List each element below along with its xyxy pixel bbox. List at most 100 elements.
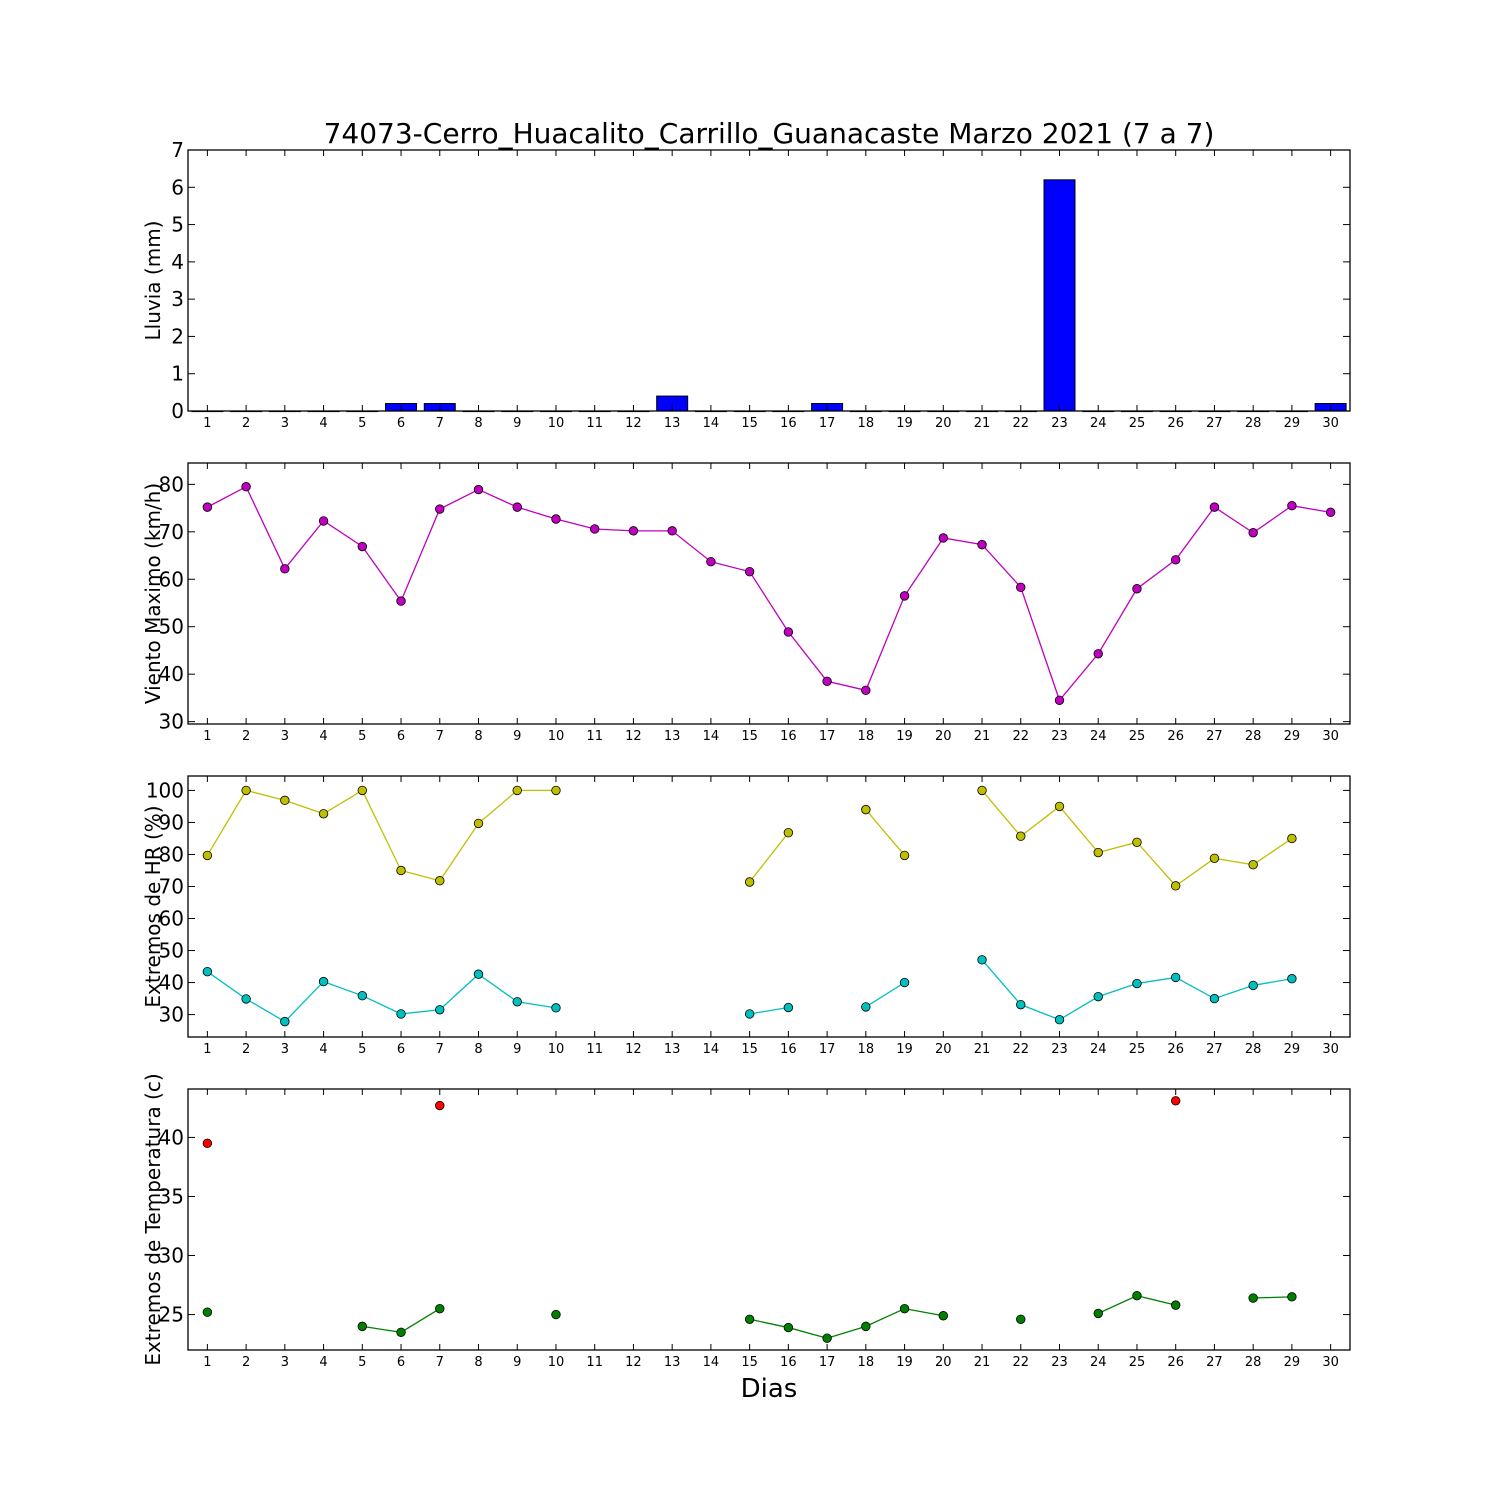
wind-point: [667, 526, 677, 536]
wind-frame: [187, 462, 1351, 725]
wind-xtick-label: 6: [397, 729, 405, 744]
wind-xtick-label: 2: [242, 729, 250, 744]
rain-xtick-label: 28: [1245, 416, 1262, 431]
temperature-xtick-label: 29: [1284, 1355, 1301, 1370]
temperature-xtick-label: 26: [1167, 1355, 1184, 1370]
rain-xtick-label: 1: [203, 416, 211, 431]
humidity-point: [783, 827, 794, 838]
humidity-ytick-label: 90: [159, 810, 184, 834]
humidity-point: [783, 1002, 794, 1013]
wind-point: [744, 566, 755, 577]
wind-point: [1093, 649, 1103, 659]
rain-xtick-label: 9: [513, 416, 521, 431]
temperature-point: [1248, 1293, 1258, 1303]
humidity-ytick-label: 100: [146, 778, 184, 802]
humidity-xtick-label: 16: [780, 1042, 797, 1057]
wind-point: [1287, 501, 1297, 511]
wind-point: [1209, 502, 1220, 512]
humidity-point: [241, 785, 251, 796]
temperature-xtick-label: 11: [586, 1355, 603, 1370]
temperature-xtick-label: 23: [1051, 1355, 1068, 1370]
rain-xtick-label: 4: [319, 416, 327, 431]
humidity-point: [1209, 853, 1220, 864]
wind-ytick-label: 70: [159, 520, 184, 544]
wind-xtick-label: 23: [1051, 729, 1068, 744]
temperature-xtick-label: 17: [819, 1355, 836, 1370]
rain-xtick-label: 22: [1012, 416, 1029, 431]
wind-xtick-label: 7: [436, 729, 444, 744]
rain-xtick-label: 26: [1167, 416, 1184, 431]
temperature-series-line: [749, 1307, 944, 1339]
temperature-xtick-label: 3: [281, 1355, 289, 1370]
temperature-xtick-label: 19: [896, 1355, 913, 1370]
rain-ytick-label: 4: [171, 250, 184, 274]
temperature-ytick-label: 40: [159, 1125, 184, 1149]
humidity-xtick-label: 14: [703, 1042, 720, 1057]
temperature-point: [1132, 1290, 1142, 1301]
temperature-point: [435, 1100, 445, 1111]
humidity-ytick-label: 80: [159, 842, 184, 866]
humidity-xtick-label: 8: [474, 1042, 482, 1057]
humidity-ytick-label: 30: [159, 1003, 184, 1027]
wind-point: [1325, 507, 1336, 518]
temperature-xtick-label: 4: [319, 1355, 327, 1370]
humidity-point: [435, 1005, 445, 1015]
wind-ytick-label: 80: [159, 472, 184, 496]
wind-xtick-label: 25: [1129, 729, 1146, 744]
humidity-point: [202, 966, 213, 977]
humidity-point: [861, 804, 871, 815]
rain-xtick-label: 16: [780, 416, 797, 431]
humidity-xtick-label: 3: [281, 1042, 289, 1057]
wind-xtick-label: 16: [780, 729, 797, 744]
wind-point: [357, 541, 368, 552]
humidity-series-line: [865, 982, 905, 1008]
humidity-series-line: [206, 971, 557, 1023]
humidity-point: [473, 969, 484, 979]
temperature-point: [861, 1321, 871, 1332]
humidity-ytick-label: 60: [159, 907, 184, 931]
wind-ylabel: Viento Maximo (km/h): [141, 483, 165, 704]
humidity-point: [1016, 999, 1026, 1010]
humidity-point: [1170, 881, 1181, 891]
wind-point: [899, 591, 910, 601]
wind-xtick-label: 4: [319, 729, 327, 744]
humidity-xtick-label: 29: [1284, 1042, 1301, 1057]
rain-xtick-label: 17: [819, 416, 836, 431]
humidity-point: [512, 785, 522, 796]
humidity-point: [202, 850, 213, 861]
temperature-xtick-label: 8: [474, 1355, 482, 1370]
rain-xtick-label: 5: [358, 416, 366, 431]
humidity-xtick-label: 24: [1090, 1042, 1107, 1057]
wind-point: [1132, 584, 1142, 594]
wind-point: [1054, 695, 1065, 705]
humidity-point: [1287, 833, 1297, 844]
temperature-xtick-label: 24: [1090, 1355, 1107, 1370]
wind-point: [706, 557, 716, 567]
temperature-ytick-label: 30: [159, 1244, 184, 1268]
x-axis-label: Dias: [741, 1374, 798, 1404]
wind-xtick-label: 8: [474, 729, 482, 744]
wind-ytick-label: 30: [159, 710, 184, 734]
temperature-xtick-label: 2: [242, 1355, 250, 1370]
humidity-xtick-label: 30: [1322, 1042, 1339, 1057]
rain-xtick-label: 11: [586, 416, 603, 431]
wind-xtick-label: 30: [1322, 729, 1339, 744]
humidity-point: [473, 818, 484, 829]
temperature-point: [822, 1333, 832, 1343]
wind-point: [280, 564, 290, 574]
rain-frame: [187, 149, 1351, 412]
humidity-ytick-label: 70: [159, 874, 184, 898]
humidity-xtick-label: 2: [242, 1042, 250, 1057]
humidity-xtick-label: 28: [1245, 1042, 1262, 1057]
humidity-xtick-label: 6: [397, 1042, 405, 1057]
humidity-point: [241, 994, 251, 1004]
wind-xtick-label: 27: [1206, 729, 1223, 744]
humidity-point: [861, 1002, 871, 1012]
temperature-xtick-label: 30: [1322, 1355, 1339, 1370]
temperature-xtick-label: 22: [1012, 1355, 1029, 1370]
